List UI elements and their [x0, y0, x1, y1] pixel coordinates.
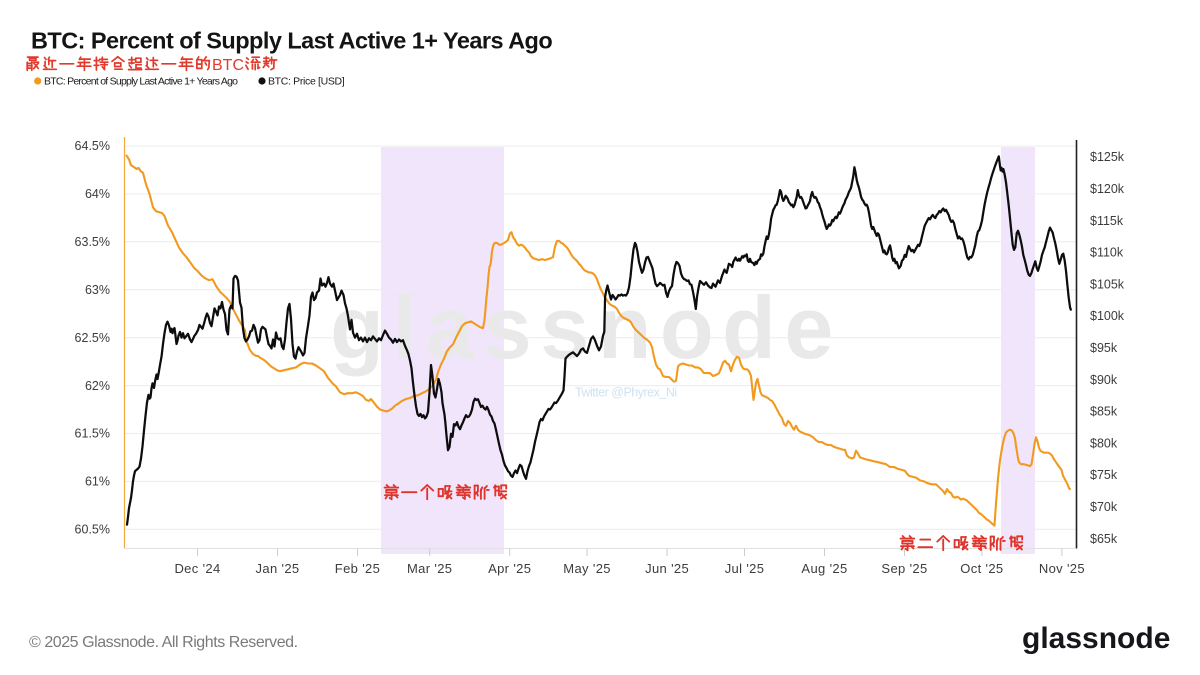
svg-text:© 2025 Glassnode. All Rights R: © 2025 Glassnode. All Rights Reserved. [29, 634, 298, 651]
svg-text:glassnode: glassnode [330, 278, 842, 377]
svg-text:Sep '25: Sep '25 [881, 561, 927, 576]
svg-text:64.5%: 64.5% [75, 139, 110, 153]
svg-text:62.5%: 62.5% [75, 331, 110, 345]
svg-text:$120k: $120k [1090, 182, 1125, 196]
svg-text:BTC: BTC [212, 57, 244, 74]
svg-text:BTC: Percent of Supply Last Ac: BTC: Percent of Supply Last Active 1+ Ye… [44, 76, 238, 88]
svg-text:May '25: May '25 [563, 561, 611, 576]
svg-text:Jul '25: Jul '25 [725, 561, 765, 576]
svg-text:$95k: $95k [1090, 341, 1118, 355]
svg-text:Dec '24: Dec '24 [174, 561, 220, 576]
svg-text:63.5%: 63.5% [75, 235, 110, 249]
svg-text:$65k: $65k [1090, 532, 1118, 546]
svg-text:64%: 64% [85, 187, 110, 201]
svg-text:glassnode: glassnode [1022, 622, 1170, 655]
svg-text:63%: 63% [85, 283, 110, 297]
svg-text:$115k: $115k [1090, 214, 1124, 228]
svg-text:Twitter @Phyrex_Ni: Twitter @Phyrex_Ni [575, 386, 677, 400]
svg-text:$80k: $80k [1090, 436, 1118, 450]
svg-text:60.5%: 60.5% [75, 523, 110, 537]
svg-text:61%: 61% [85, 475, 110, 489]
svg-text:62%: 62% [85, 379, 110, 393]
svg-text:Nov '25: Nov '25 [1039, 561, 1085, 576]
svg-text:61.5%: 61.5% [75, 427, 110, 441]
svg-text:$75k: $75k [1090, 468, 1118, 482]
svg-text:Mar '25: Mar '25 [407, 561, 452, 576]
svg-text:$100k: $100k [1090, 309, 1125, 323]
svg-text:Apr '25: Apr '25 [488, 561, 531, 576]
svg-text:Feb '25: Feb '25 [335, 561, 380, 576]
svg-text:Jan '25: Jan '25 [256, 561, 300, 576]
svg-text:$105k: $105k [1090, 277, 1125, 291]
svg-text:$70k: $70k [1090, 500, 1118, 514]
svg-text:$125k: $125k [1090, 150, 1125, 164]
svg-text:Aug '25: Aug '25 [801, 561, 847, 576]
svg-text:$85k: $85k [1090, 405, 1118, 419]
svg-text:$90k: $90k [1090, 373, 1118, 387]
svg-text:Jun '25: Jun '25 [645, 561, 689, 576]
svg-text:BTC: Percent of Supply Last Ac: BTC: Percent of Supply Last Active 1+ Ye… [31, 28, 552, 54]
svg-text:$110k: $110k [1090, 246, 1124, 260]
svg-text:BTC: Price [USD]: BTC: Price [USD] [268, 76, 345, 88]
svg-text:Oct '25: Oct '25 [960, 561, 1003, 576]
